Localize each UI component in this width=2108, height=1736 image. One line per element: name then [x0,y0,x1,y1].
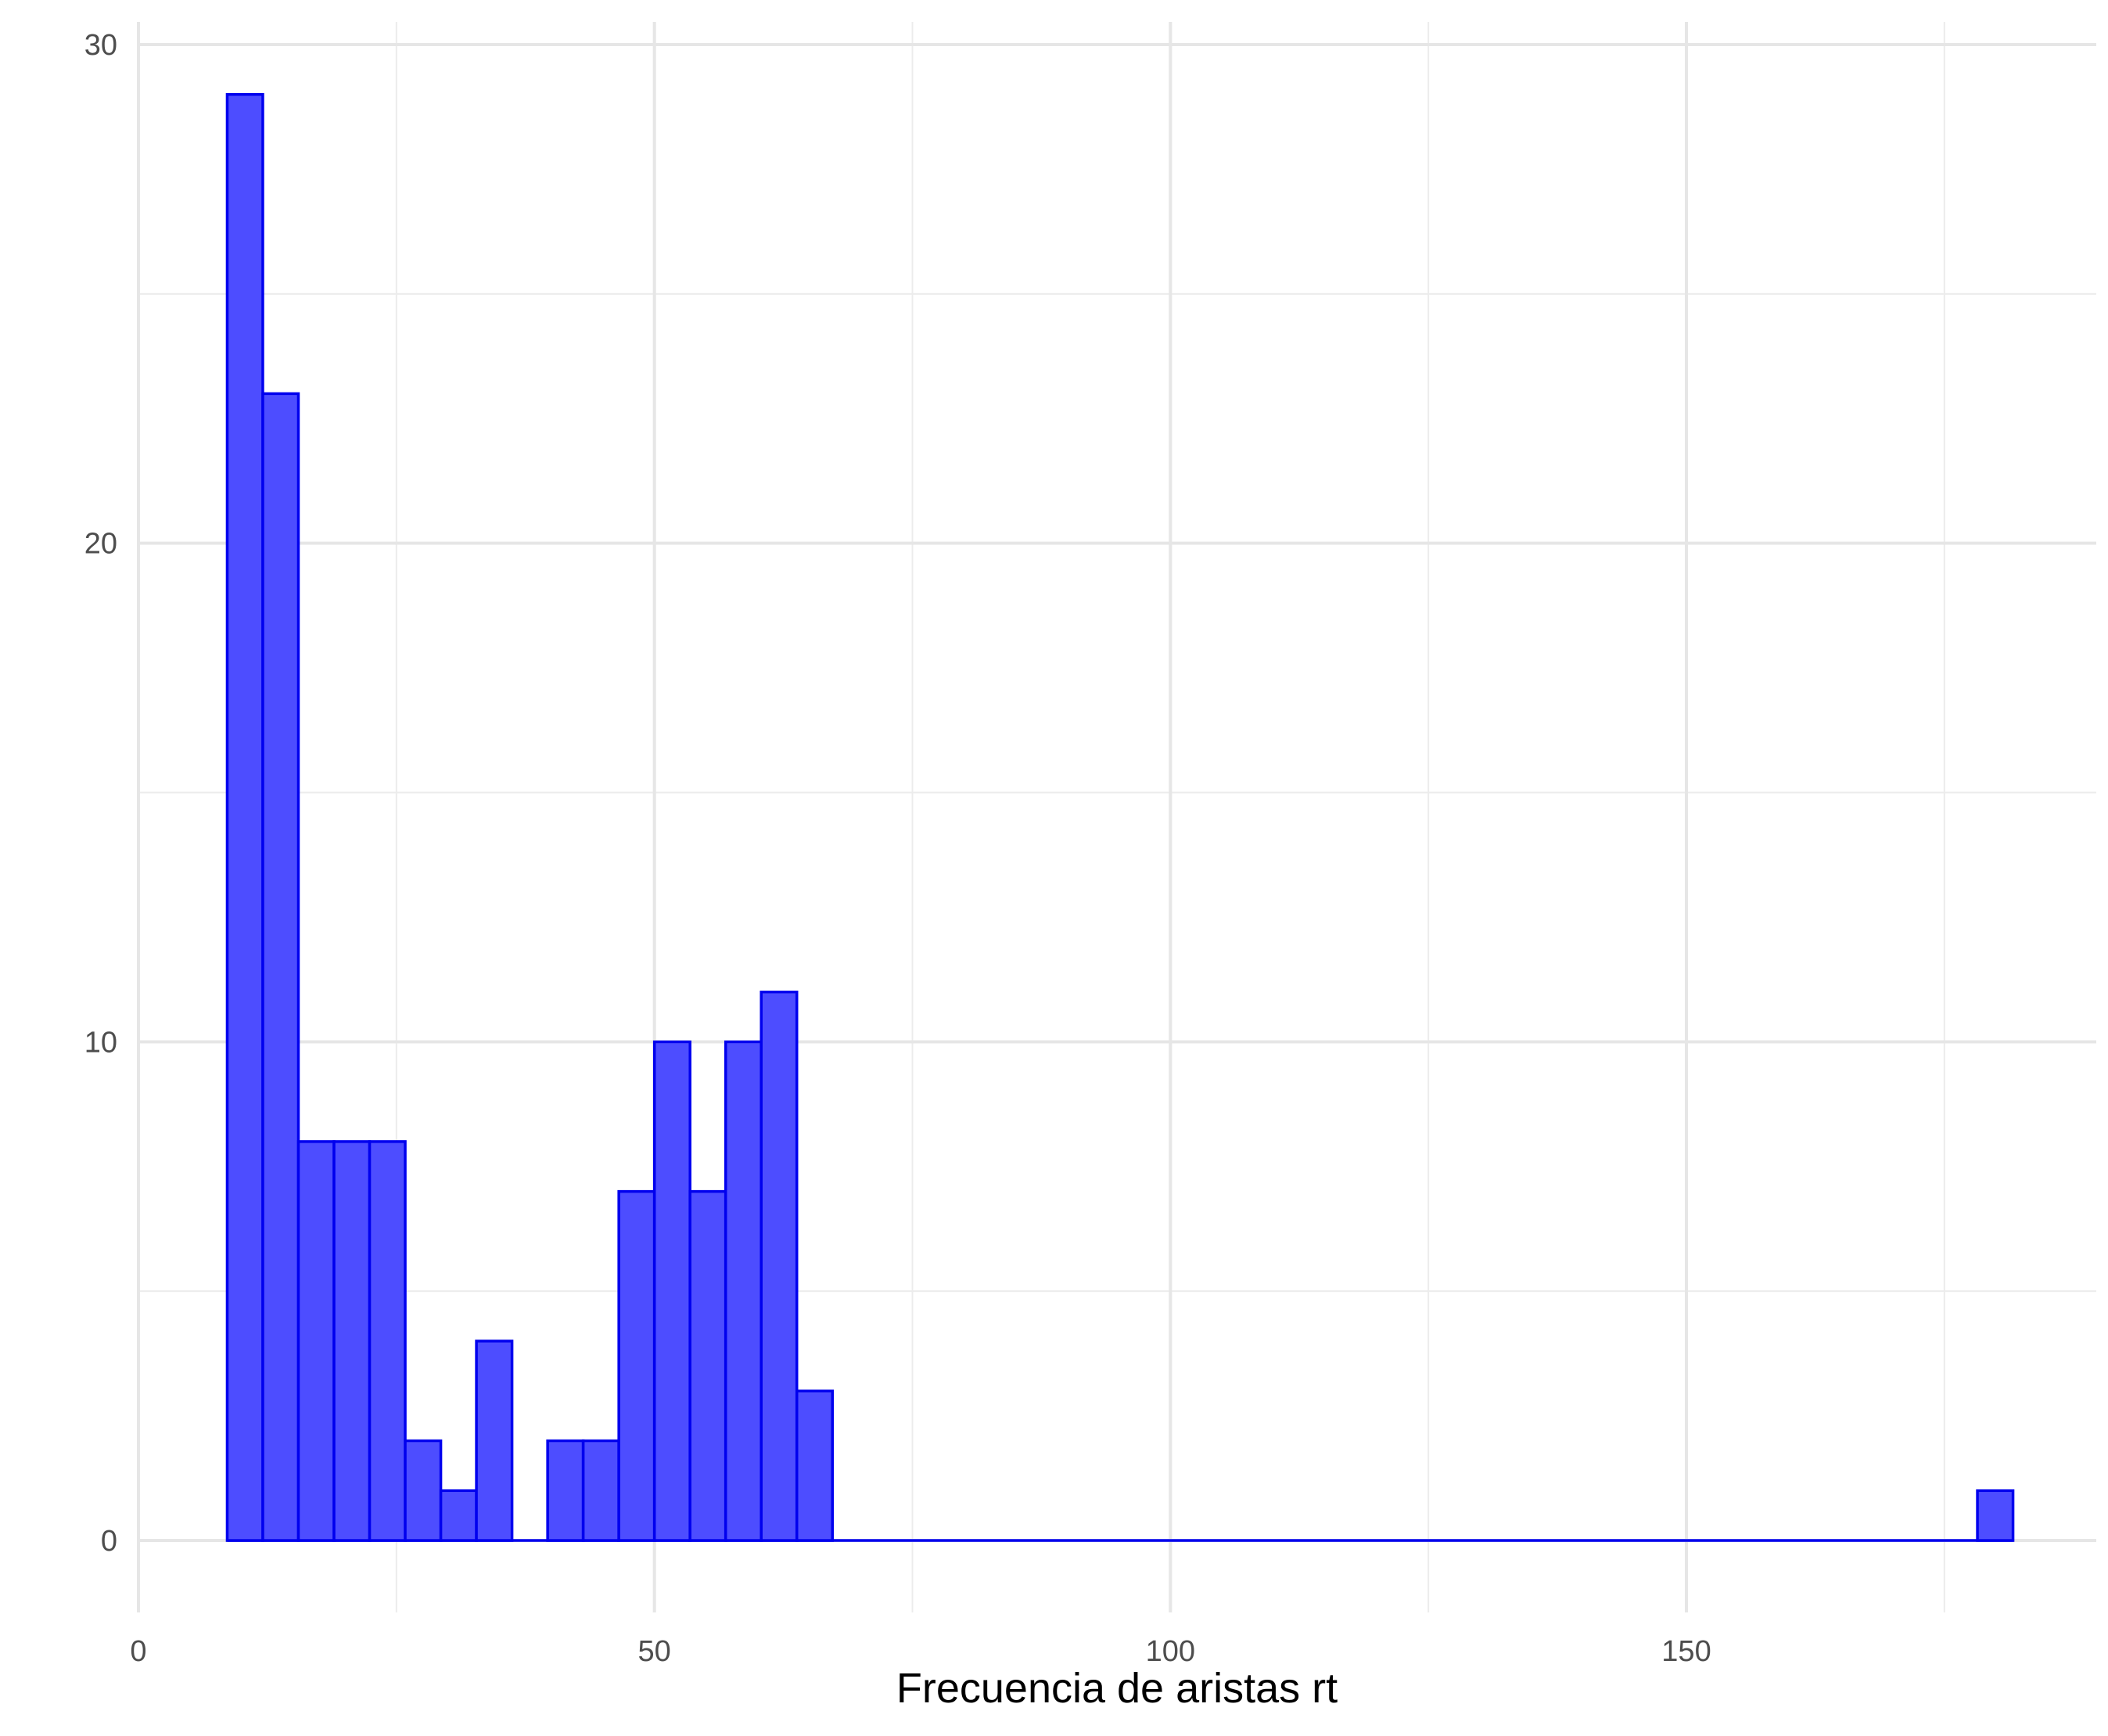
histogram-bar [225,93,264,1542]
histogram-bars [225,93,2015,1542]
histogram-bar [368,1140,407,1542]
x-axis-tick-labels: 0 50 100 150 [130,1635,1711,1668]
histogram-bar [546,1439,585,1542]
histogram-bar [1976,1489,2015,1542]
x-tick-label: 50 [638,1635,671,1668]
histogram-bar [296,1140,336,1542]
y-tick-label: 30 [84,29,117,62]
histogram-bar [795,1389,835,1542]
histogram-bar [261,392,300,1542]
y-axis-tick-labels: 0 10 20 30 [84,29,117,1558]
histogram-bar [332,1140,372,1542]
histogram-bar [581,1439,620,1542]
x-axis-title: Frecuencia de aristas rt [896,1665,1338,1712]
minor-gridlines [138,22,2096,1612]
x-tick-label: 0 [130,1635,146,1668]
y-tick-label: 10 [84,1026,117,1059]
histogram-bar [439,1489,478,1542]
histogram-bar [724,1040,763,1542]
histogram-bar [760,990,799,1542]
x-tick-label: 100 [1146,1635,1195,1668]
histogram-bar [617,1189,656,1542]
histogram-bar [404,1439,443,1542]
y-tick-label: 20 [84,528,117,561]
histogram-bar [475,1340,514,1542]
y-tick-label: 0 [101,1525,117,1558]
major-gridlines [137,22,2096,1612]
histogram-bar [688,1189,727,1542]
histogram-bar [652,1040,691,1542]
x-tick-label: 150 [1661,1635,1711,1668]
